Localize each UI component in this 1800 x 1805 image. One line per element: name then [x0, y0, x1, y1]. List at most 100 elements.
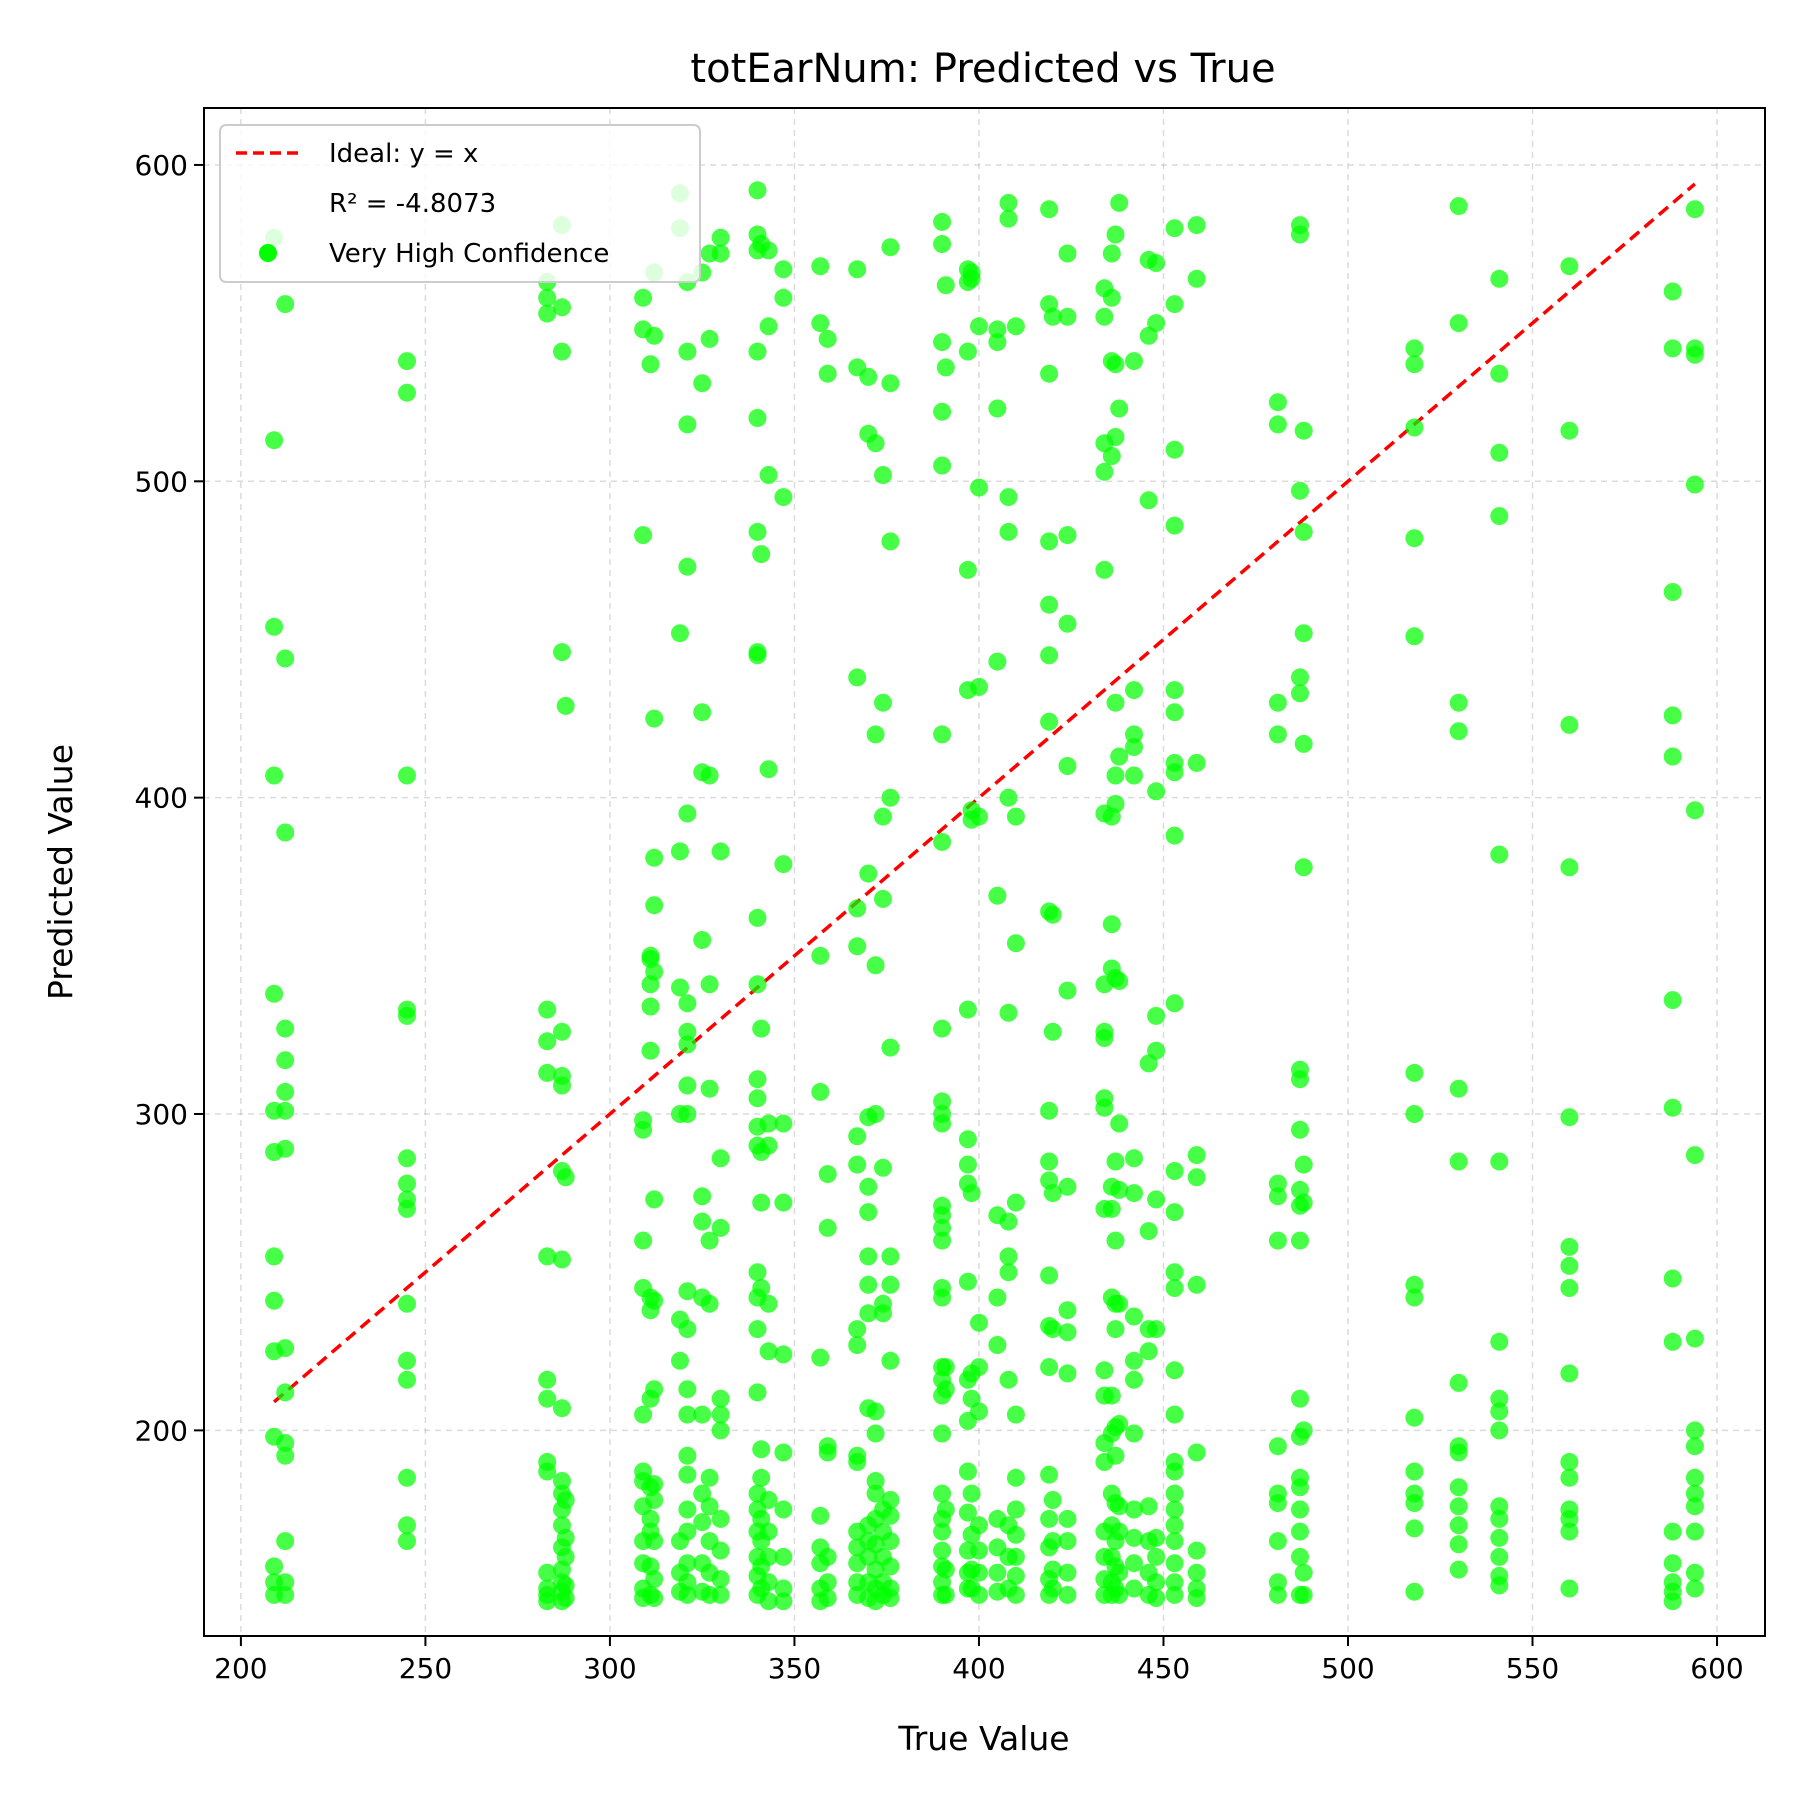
data-point — [933, 832, 952, 851]
data-point — [1294, 1155, 1313, 1174]
data-point — [958, 1155, 977, 1174]
data-point — [936, 276, 955, 295]
data-point — [970, 1541, 988, 1560]
data-point — [276, 1339, 295, 1358]
data-point — [759, 1114, 778, 1133]
data-point — [553, 1472, 571, 1490]
x-axis-ticks: 200 250 300 350 400 450 500 550 600 — [214, 1636, 1744, 1685]
x-tick-label: 400 — [952, 1652, 1005, 1685]
data-point — [1405, 1582, 1424, 1601]
data-point — [398, 1516, 416, 1535]
data-point — [936, 1358, 955, 1377]
data-point — [538, 1592, 557, 1611]
data-point — [1268, 725, 1287, 744]
data-point — [1006, 317, 1025, 336]
data-point — [748, 409, 767, 427]
data-point — [999, 1003, 1018, 1022]
data-point — [693, 703, 712, 722]
data-point — [759, 1547, 778, 1566]
data-point — [538, 304, 557, 323]
data-point — [748, 1089, 767, 1108]
data-point — [759, 466, 778, 484]
data-point — [759, 1294, 778, 1313]
data-point — [1139, 1222, 1158, 1241]
x-tick-label: 350 — [768, 1652, 821, 1685]
data-point — [962, 1184, 981, 1203]
data-point — [881, 1038, 900, 1057]
data-point — [1102, 1386, 1121, 1405]
legend-label-ideal: Ideal: y = x — [329, 139, 478, 169]
data-point — [276, 1532, 295, 1551]
data-point — [1685, 345, 1704, 364]
data-point — [678, 1076, 697, 1095]
data-point — [848, 1127, 867, 1146]
data-point — [748, 1383, 767, 1402]
data-point — [645, 1475, 664, 1494]
data-point — [1006, 1193, 1025, 1212]
data-point — [1268, 1494, 1287, 1513]
data-point — [1490, 1152, 1509, 1171]
data-point — [1058, 1532, 1077, 1551]
data-point — [1006, 1468, 1025, 1487]
data-point — [811, 314, 830, 333]
data-point — [1291, 684, 1309, 703]
data-point — [1187, 1443, 1206, 1462]
data-point — [1165, 516, 1184, 535]
data-point — [538, 1462, 557, 1481]
data-point — [752, 1279, 771, 1297]
data-point — [988, 1336, 1007, 1354]
data-point — [1291, 668, 1309, 687]
data-point — [1405, 1275, 1424, 1294]
data-point — [958, 342, 977, 361]
data-point — [1165, 1585, 1184, 1604]
y-axis-title: Predicted Value — [41, 744, 80, 1000]
data-point — [774, 855, 793, 874]
data-point — [1139, 491, 1158, 510]
data-point — [556, 1576, 575, 1595]
data-point — [962, 1484, 981, 1503]
data-point — [693, 1187, 712, 1206]
legend-box — [219, 124, 701, 283]
data-point — [711, 1541, 730, 1560]
data-point — [1663, 1332, 1682, 1351]
data-point — [276, 1019, 295, 1038]
data-point — [265, 1247, 284, 1266]
data-point — [933, 456, 952, 475]
data-point — [1040, 1152, 1059, 1171]
data-point — [276, 823, 295, 842]
data-point — [1449, 1152, 1468, 1171]
data-point — [1294, 1563, 1313, 1582]
legend-label-r2: R² = -4.8073 — [329, 189, 496, 219]
data-point — [748, 1070, 767, 1089]
data-point — [556, 1528, 575, 1547]
data-point — [1125, 1370, 1143, 1389]
data-point — [1110, 399, 1129, 418]
data-point — [1125, 1424, 1143, 1443]
data-point — [933, 1541, 952, 1560]
data-point — [1106, 1320, 1125, 1339]
data-point — [1110, 1114, 1129, 1133]
data-point — [933, 402, 952, 421]
data-point — [538, 1063, 557, 1082]
data-point — [1405, 1519, 1424, 1538]
data-point — [1102, 447, 1121, 465]
data-point — [553, 298, 571, 317]
data-point — [1294, 421, 1313, 440]
data-point — [553, 1399, 571, 1418]
data-point — [1294, 522, 1313, 541]
data-point — [866, 1472, 885, 1490]
data-point — [848, 260, 867, 279]
data-point — [1294, 1585, 1313, 1604]
data-point — [1110, 1180, 1129, 1199]
data-point — [1663, 747, 1682, 766]
data-point — [678, 1105, 697, 1123]
data-point — [1449, 314, 1468, 333]
data-point — [1268, 1585, 1287, 1604]
data-point — [1110, 747, 1129, 766]
data-point — [1165, 1554, 1184, 1573]
data-point — [693, 1513, 712, 1532]
data-point — [538, 1032, 557, 1051]
data-point — [1685, 1522, 1704, 1541]
data-point — [936, 1500, 955, 1519]
